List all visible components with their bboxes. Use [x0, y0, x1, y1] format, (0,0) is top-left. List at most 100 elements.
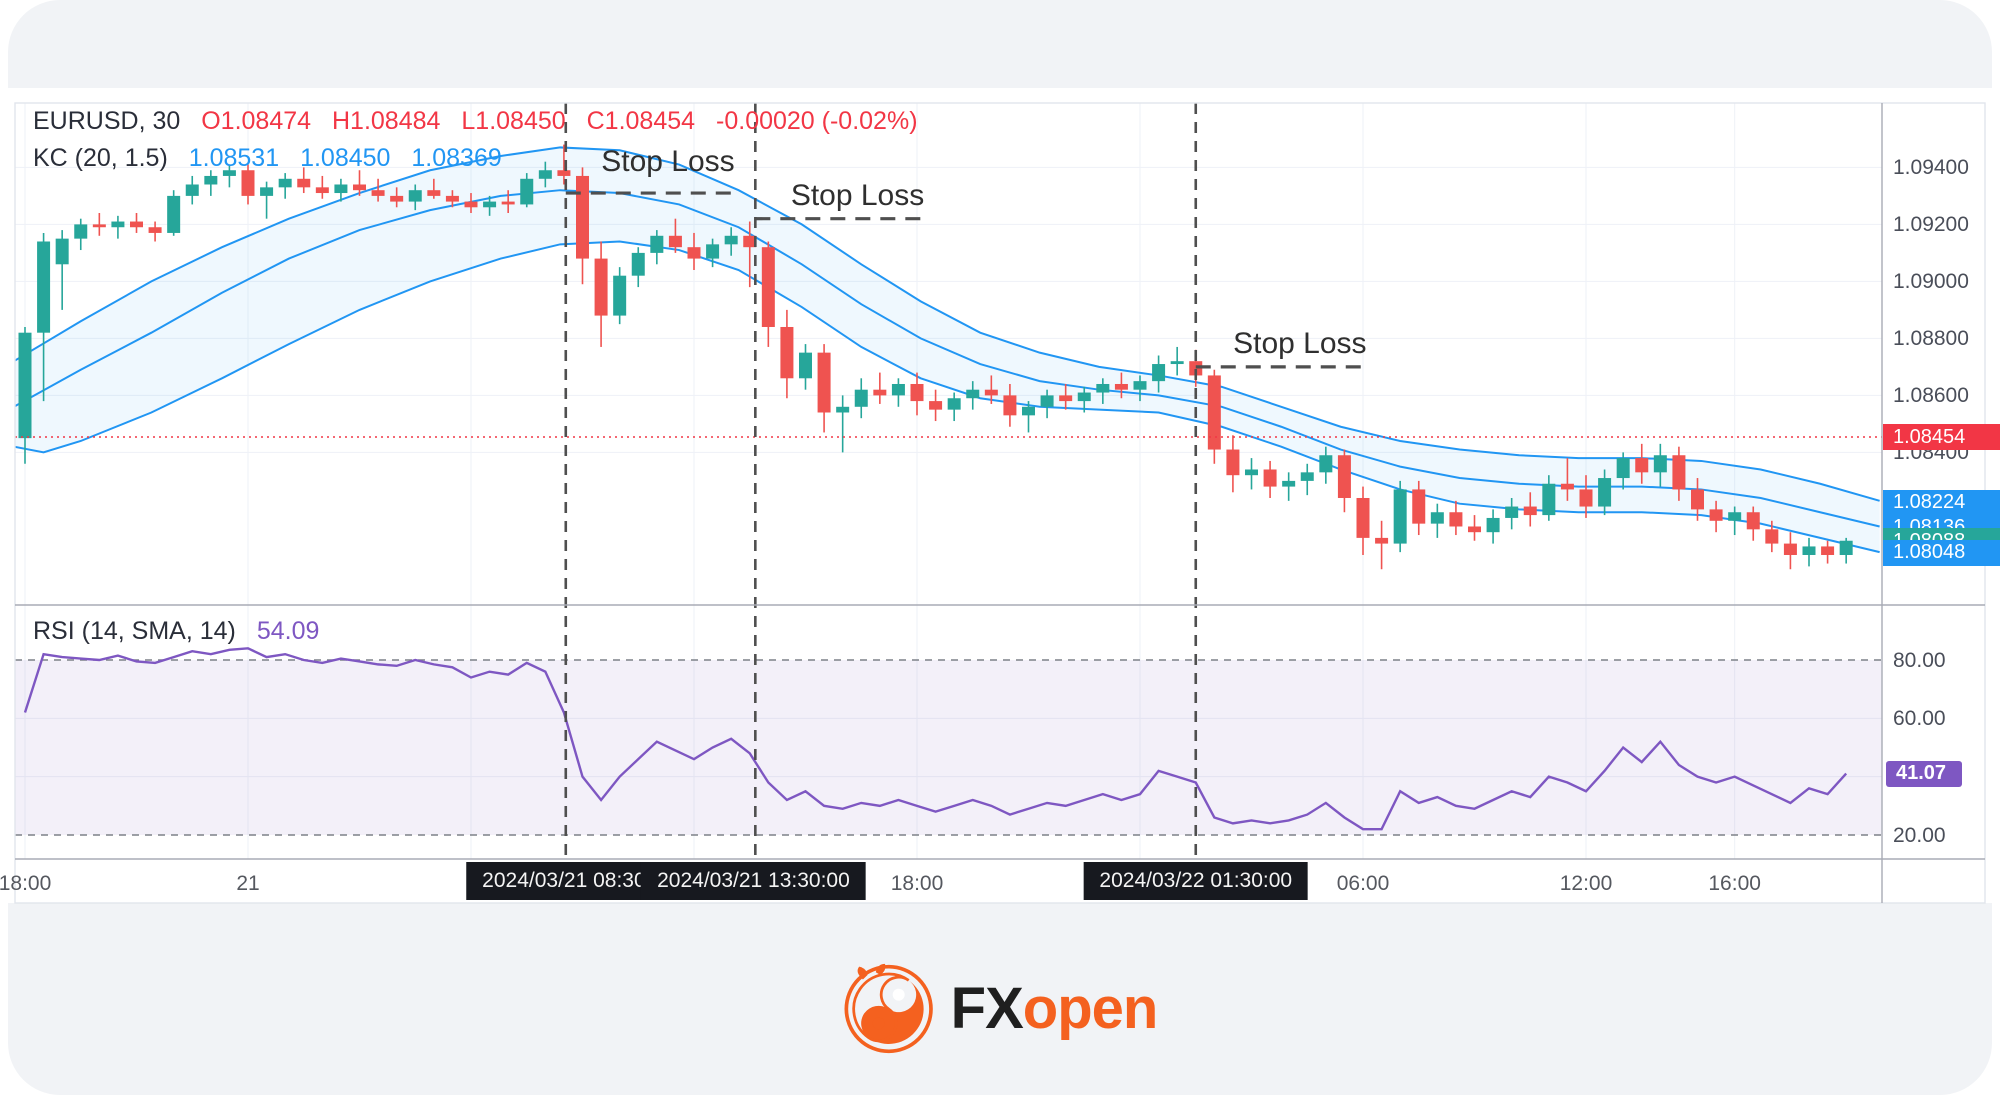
candle-body — [1282, 480, 1296, 487]
candle-body — [1356, 497, 1370, 538]
fxopen-wordmark: FXopen — [951, 963, 1159, 1055]
candle-body — [390, 195, 404, 202]
candle-body — [55, 238, 69, 265]
candle-body — [185, 184, 199, 196]
rsi-band — [15, 660, 1882, 836]
candle-body — [130, 221, 144, 228]
time-label: 21 — [236, 872, 260, 895]
candle-body — [1839, 540, 1853, 555]
time-marker-badge: 2024/03/22 01:30:00 — [1083, 862, 1309, 900]
candle-body — [1226, 449, 1240, 476]
kc-middle-value: 1.08450 — [300, 144, 391, 172]
symbol-legend[interactable]: EURUSD, 30 O1.08474 H1.08484 L1.08450 C1… — [33, 107, 932, 136]
candle-body — [1022, 406, 1036, 416]
candle-body — [576, 175, 590, 259]
candle-body — [241, 170, 255, 196]
candle-body — [1542, 483, 1556, 516]
logo-open-text: open — [1022, 976, 1159, 1041]
time-marker-badge: 2024/03/21 08:30 — [466, 862, 662, 900]
candle-body — [1672, 455, 1686, 490]
candle-body — [984, 389, 998, 396]
candle-body — [260, 187, 274, 196]
candle-body — [929, 401, 943, 410]
candle-body — [1114, 383, 1128, 390]
candle-body — [910, 383, 924, 402]
candle-body — [520, 178, 534, 205]
candle-body — [334, 184, 348, 194]
time-label: 16:00 — [1708, 872, 1761, 895]
candle-body — [1375, 537, 1389, 544]
candle-body — [1393, 489, 1407, 544]
rsi-legend[interactable]: RSI (14, SMA, 14) 54.09 — [33, 617, 333, 646]
candle-body — [1746, 512, 1760, 530]
ohlc-low: L1.08450 — [461, 107, 566, 135]
candle-body — [1616, 458, 1630, 479]
candle-body — [1635, 458, 1649, 473]
candle-body — [1337, 455, 1351, 498]
candle-body — [1207, 375, 1221, 450]
candle-body — [1096, 383, 1110, 393]
price-tick-label: 1.09000 — [1893, 270, 1969, 294]
candle-body — [445, 195, 459, 202]
candle-body — [743, 235, 757, 248]
candle-body — [353, 184, 367, 191]
candle-body — [1040, 395, 1054, 407]
candle-body — [947, 398, 961, 410]
candle-body — [873, 389, 887, 396]
candle-body — [817, 352, 831, 413]
candle-body — [1783, 543, 1797, 555]
kc-upper-value: 1.08531 — [188, 144, 280, 172]
fxopen-logo: FXopen — [843, 963, 1158, 1055]
fxopen-emblem-icon — [844, 963, 933, 1054]
candle-body — [891, 383, 905, 396]
stop-loss-label: Stop Loss — [601, 144, 735, 178]
candle-body — [92, 224, 106, 228]
candle-body — [501, 201, 515, 205]
candle-body — [1653, 455, 1667, 473]
candle-body — [780, 326, 794, 379]
stop-loss-label: Stop Loss — [1233, 327, 1367, 361]
candle-body — [1486, 517, 1500, 533]
price-tick-label: 1.08600 — [1893, 384, 1969, 408]
candle-body — [1133, 381, 1147, 390]
candle-body — [1263, 469, 1277, 487]
candle-body — [1802, 546, 1816, 555]
stop-loss-label: Stop Loss — [790, 178, 925, 212]
candle-body — [799, 352, 813, 379]
chart-panel — [0, 88, 2000, 903]
candle-body — [1319, 455, 1333, 473]
candle-body — [761, 247, 775, 327]
candle-body — [1430, 512, 1444, 524]
candle-body — [278, 178, 292, 188]
candle-body — [1077, 392, 1091, 402]
candle-body — [1728, 512, 1742, 521]
candle-body — [1598, 478, 1612, 507]
candle-body — [222, 170, 236, 176]
symbol-name: EURUSD, 30 — [33, 107, 181, 135]
time-label: 06:00 — [1336, 872, 1390, 895]
candle-body — [18, 332, 32, 439]
candle-body — [1059, 395, 1073, 402]
candle-body — [1300, 472, 1314, 481]
kc-lower-value: 1.08369 — [411, 144, 502, 172]
ohlc-high: H1.08484 — [332, 107, 441, 135]
kc-label: KC (20, 1.5) — [33, 144, 168, 172]
candle-body — [966, 389, 980, 399]
price-badge: 1.08048 — [1883, 539, 2000, 566]
candle-body — [854, 389, 868, 407]
candle-body — [464, 201, 478, 208]
candle-body — [408, 190, 422, 202]
candle-body — [1505, 506, 1519, 518]
candle-body — [631, 252, 645, 276]
candle-body — [427, 190, 441, 196]
candle-body — [1560, 483, 1574, 490]
rsi-tick-label: 80.00 — [1893, 649, 1946, 672]
candle-body — [613, 275, 627, 316]
candle-body — [483, 201, 497, 208]
keltner-lower-line — [15, 240, 1880, 554]
kc-legend[interactable]: KC (20, 1.5) 1.08531 1.08450 1.08369 — [33, 144, 516, 173]
candle-body — [1412, 489, 1426, 524]
price-tick-label: 1.09200 — [1893, 213, 1969, 237]
candle-body — [1003, 395, 1017, 416]
